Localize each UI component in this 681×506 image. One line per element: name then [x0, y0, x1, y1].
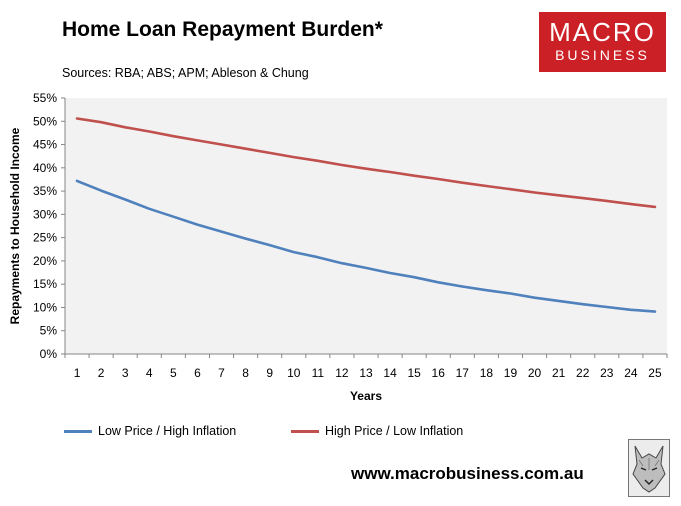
series-line-low-price — [75, 179, 657, 313]
y-tick-label: 40% — [33, 161, 57, 175]
chart-title: Home Loan Repayment Burden* — [62, 18, 383, 41]
x-tick-label: 21 — [552, 366, 566, 380]
x-tick-label: 4 — [146, 366, 153, 380]
x-tick-label: 12 — [335, 366, 349, 380]
x-tick-label: 13 — [359, 366, 373, 380]
y-tick-label: 5% — [40, 324, 58, 338]
x-tick-label: 8 — [242, 366, 249, 380]
x-axis-title: Years — [350, 389, 382, 403]
y-tick-label: 0% — [40, 347, 58, 361]
series-line-high-price — [75, 117, 657, 209]
y-tick-label: 25% — [33, 231, 57, 245]
x-tick-label: 2 — [98, 366, 105, 380]
x-tick-label: 3 — [122, 366, 129, 380]
legend-item-low-price: Low Price / High Inflation — [64, 424, 236, 438]
website-link[interactable]: www.macrobusiness.com.au — [351, 464, 584, 483]
logo-line-2: BUSINESS — [555, 47, 650, 63]
y-tick-label: 20% — [33, 254, 57, 268]
x-tick-label: 25 — [648, 366, 662, 380]
y-axis: 0% 5% 10% 15% 20% 25% 30% 35% 40% 45% 50% 55% — [33, 91, 66, 361]
x-tick-label: 15 — [407, 366, 421, 380]
y-tick-label: 35% — [33, 184, 57, 198]
x-tick-label: 1 — [74, 366, 81, 380]
legend-label: High Price / Low Inflation — [325, 424, 464, 438]
x-tick-label: 5 — [170, 366, 177, 380]
x-tick-label: 24 — [624, 366, 638, 380]
sources-note: Sources: RBA; ABS; APM; Ableson & Chung — [62, 66, 309, 80]
logo-line-1: MACRO — [549, 17, 656, 47]
legend-swatch-blue — [64, 429, 92, 433]
x-tick-label: 16 — [432, 366, 446, 380]
macrobusiness-logo[interactable]: MACRO BUSINESS — [539, 12, 666, 72]
y-tick-label: 30% — [33, 207, 57, 221]
y-tick-label: 15% — [33, 277, 57, 291]
x-tick-label: 22 — [576, 366, 590, 380]
x-tick-label: 23 — [600, 366, 614, 380]
x-tick-label: 9 — [266, 366, 273, 380]
x-tick-label: 11 — [312, 366, 325, 380]
x-axis: 1 2 3 4 5 6 7 8 9 10 11 12 13 14 15 16 17 18 19 20 21 22 23 24 2… — [64, 353, 668, 380]
y-axis-title: Repayments to Household Income — [8, 127, 22, 324]
series-layer — [75, 117, 657, 313]
x-tick-label: 20 — [528, 366, 542, 380]
x-tick-label: 19 — [504, 366, 518, 380]
legend-label: Low Price / High Inflation — [98, 424, 237, 438]
wolf-emblem-icon — [628, 439, 670, 497]
x-tick-label: 18 — [480, 366, 494, 380]
x-tick-label: 10 — [287, 366, 301, 380]
y-tick-label: 45% — [33, 138, 57, 152]
x-tick-label: 7 — [218, 366, 225, 380]
plot-area — [65, 98, 667, 354]
y-tick-label: 10% — [33, 300, 57, 314]
y-tick-label: 55% — [33, 91, 57, 105]
x-tick-label: 17 — [456, 366, 470, 380]
x-tick-label: 14 — [383, 366, 397, 380]
legend-swatch-red — [291, 429, 319, 433]
x-tick-label: 6 — [194, 366, 201, 380]
legend-item-high-price: High Price / Low Inflation — [291, 424, 463, 438]
y-tick-label: 50% — [33, 114, 57, 128]
